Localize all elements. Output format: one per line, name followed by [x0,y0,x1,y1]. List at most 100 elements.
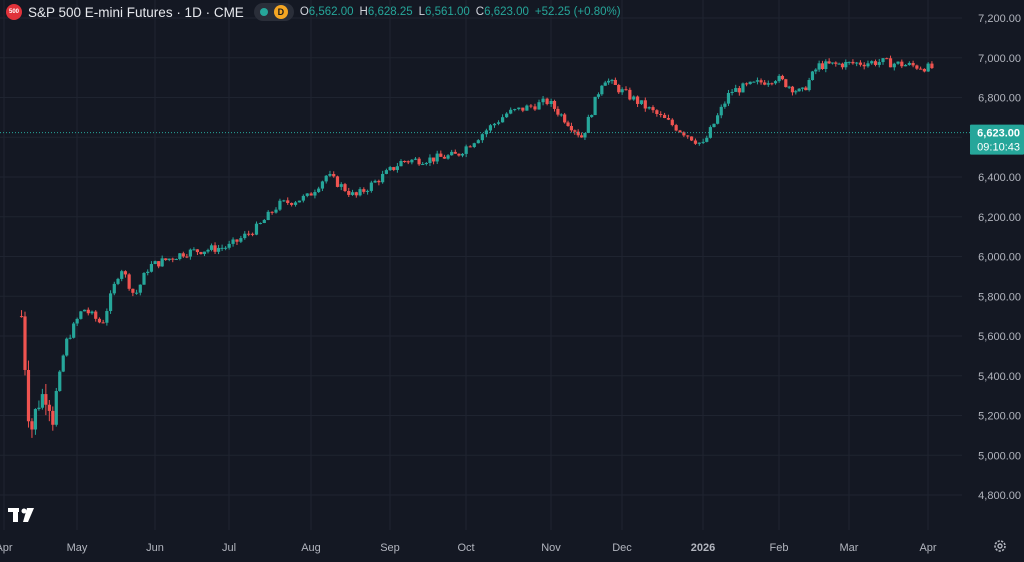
candle-body [807,80,811,91]
candle-body [468,146,472,148]
candle-body [44,394,48,405]
x-tick-label[interactable]: May [67,542,88,554]
candle-body [243,233,247,239]
candle-body [730,91,734,93]
y-tick-label[interactable]: 5,000.00 [978,450,1021,462]
candle-body [403,160,407,162]
candle-body [492,123,497,126]
y-tick-label[interactable]: 6,800.00 [978,93,1021,105]
candle-body [313,192,317,196]
candle-body [827,61,831,64]
candle-body [350,192,355,195]
candle-body [270,211,274,213]
candle-body [755,80,760,82]
candle-body [593,96,597,116]
symbol-badge[interactable]: 500 [6,4,22,20]
y-tick-label[interactable]: 7,000.00 [978,53,1021,65]
candle-body [94,311,98,319]
y-tick-label[interactable]: 6,400.00 [978,172,1021,184]
candle-body [320,181,325,189]
candle-body [195,249,200,253]
y-tick-label[interactable]: 5,400.00 [978,371,1021,383]
last-price-marker: 6,623.00 09:10:43 [0,124,1024,155]
x-tick-label[interactable]: 2026 [691,542,715,554]
candle-body [86,309,90,314]
candle-body [545,98,549,105]
market-status-pill[interactable]: D [253,3,294,21]
candle-body [239,238,243,242]
candle-body [395,166,399,170]
symbol-title[interactable]: S&P 500 E-mini Futures · 1D · CME [28,4,244,20]
candles [19,55,934,438]
candle-body [900,61,904,67]
candle-body [817,63,821,70]
y-tick-label[interactable]: 6,000.00 [978,252,1021,264]
x-tick-label[interactable]: Nov [541,542,561,554]
y-tick-label[interactable]: 4,800.00 [978,490,1021,502]
candle-body [541,98,545,103]
y-tick-label[interactable]: 7,200.00 [978,13,1021,25]
x-axis[interactable]: Apr May Jun Jul Aug Sep Oct Nov Dec 2026 Feb Mar Apr [0,542,937,554]
x-tick-label[interactable]: Mar [840,542,859,554]
candle-body [258,223,262,225]
candle-body [105,311,109,323]
candle-body [235,239,239,242]
candle-body [748,81,752,85]
candle-body [65,338,69,356]
candle-body [171,258,175,260]
candle-body [824,61,828,69]
x-tick-label[interactable]: Feb [770,542,789,554]
x-tick-label[interactable]: Sep [380,542,400,554]
candle-body [911,62,915,66]
candle-body [282,200,286,202]
candle-body [410,159,414,163]
candle-body [659,113,663,115]
candle-body [384,170,388,174]
y-tick-label[interactable]: 5,200.00 [978,411,1021,423]
candle-body [120,271,124,279]
y-axis[interactable]: 7,200.007,000.006,800.006,600.006,400.00… [978,13,1021,502]
candle-body [33,409,38,430]
candle-body [569,125,574,131]
y-tick-label[interactable]: 6,200.00 [978,212,1021,224]
x-tick-label[interactable]: Jun [146,542,164,554]
candle-body [866,63,870,67]
x-tick-label[interactable]: Apr [0,542,13,554]
candle-body [517,107,521,110]
gear-icon[interactable] [992,538,1008,554]
candle-body [734,88,738,92]
y-tick-label[interactable]: 5,600.00 [978,331,1021,343]
candle-body [613,79,617,85]
candle-body [556,108,560,115]
candle-body [231,239,235,244]
candle-body [737,88,741,93]
candle-body [381,173,385,183]
candle-body [896,61,900,64]
y-tick-label[interactable]: 5,800.00 [978,291,1021,303]
x-tick-label[interactable]: Dec [612,542,632,554]
tradingview-logo-icon[interactable] [8,506,38,524]
x-tick-label[interactable]: Oct [457,542,474,554]
candle-body [628,89,632,100]
candle-body [47,404,51,411]
candle-body [202,251,207,255]
candle-body [620,89,624,93]
candle-body [453,151,457,154]
candle-body [488,125,493,131]
candle-body [610,79,614,81]
candle-body [439,153,443,157]
candle-body [138,284,142,293]
candle-body [192,249,196,251]
x-tick-label[interactable]: Apr [919,542,936,554]
last-price-tag[interactable] [970,124,1024,155]
candle-body [199,252,203,255]
candle-body [603,82,607,86]
candle-body [617,84,621,93]
bar-countdown: 09:10:43 [977,142,1020,154]
x-tick-label[interactable]: Aug [301,542,321,554]
x-tick-label[interactable]: Jul [222,542,236,554]
candle-body [804,87,808,91]
candle-body [442,156,447,159]
